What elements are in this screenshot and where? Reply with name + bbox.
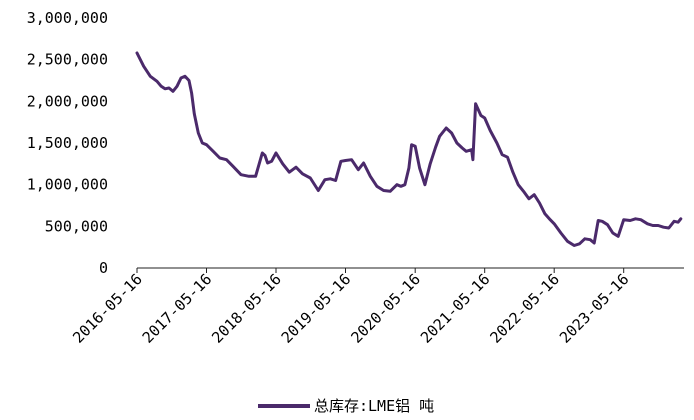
legend: 总库存:LME铝 吨	[258, 397, 434, 415]
y-tick-label: 0	[99, 259, 108, 277]
x-tick-label: 2017-05-16	[139, 270, 216, 347]
series-line	[135, 51, 683, 247]
series-layer	[135, 51, 683, 247]
x-tick-label: 2019-05-16	[278, 270, 355, 347]
x-axis: 2016-05-162017-05-162018-05-162019-05-16…	[69, 267, 684, 347]
y-axis: 0 500,000 1,000,000 1,500,000 2,000,000 2,500…	[27, 9, 108, 277]
y-tick-label: 500,000	[45, 217, 108, 235]
y-tick-label: 2,500,000	[27, 51, 108, 69]
x-tick-label: 2016-05-16	[69, 270, 146, 347]
x-tick-label: 2021-05-16	[417, 270, 494, 347]
y-tick-label: 2,000,000	[27, 92, 108, 110]
legend-label: 总库存:LME铝 吨	[314, 397, 434, 415]
y-tick-label: 3,000,000	[27, 9, 108, 27]
x-tick-label: 2018-05-16	[208, 270, 285, 347]
y-tick-label: 1,000,000	[27, 176, 108, 194]
y-tick-label: 1,500,000	[27, 134, 108, 152]
x-tick-label: 2020-05-16	[347, 270, 424, 347]
x-tick-label: 2022-05-16	[486, 270, 563, 347]
x-tick-label: 2023-05-16	[556, 270, 633, 347]
